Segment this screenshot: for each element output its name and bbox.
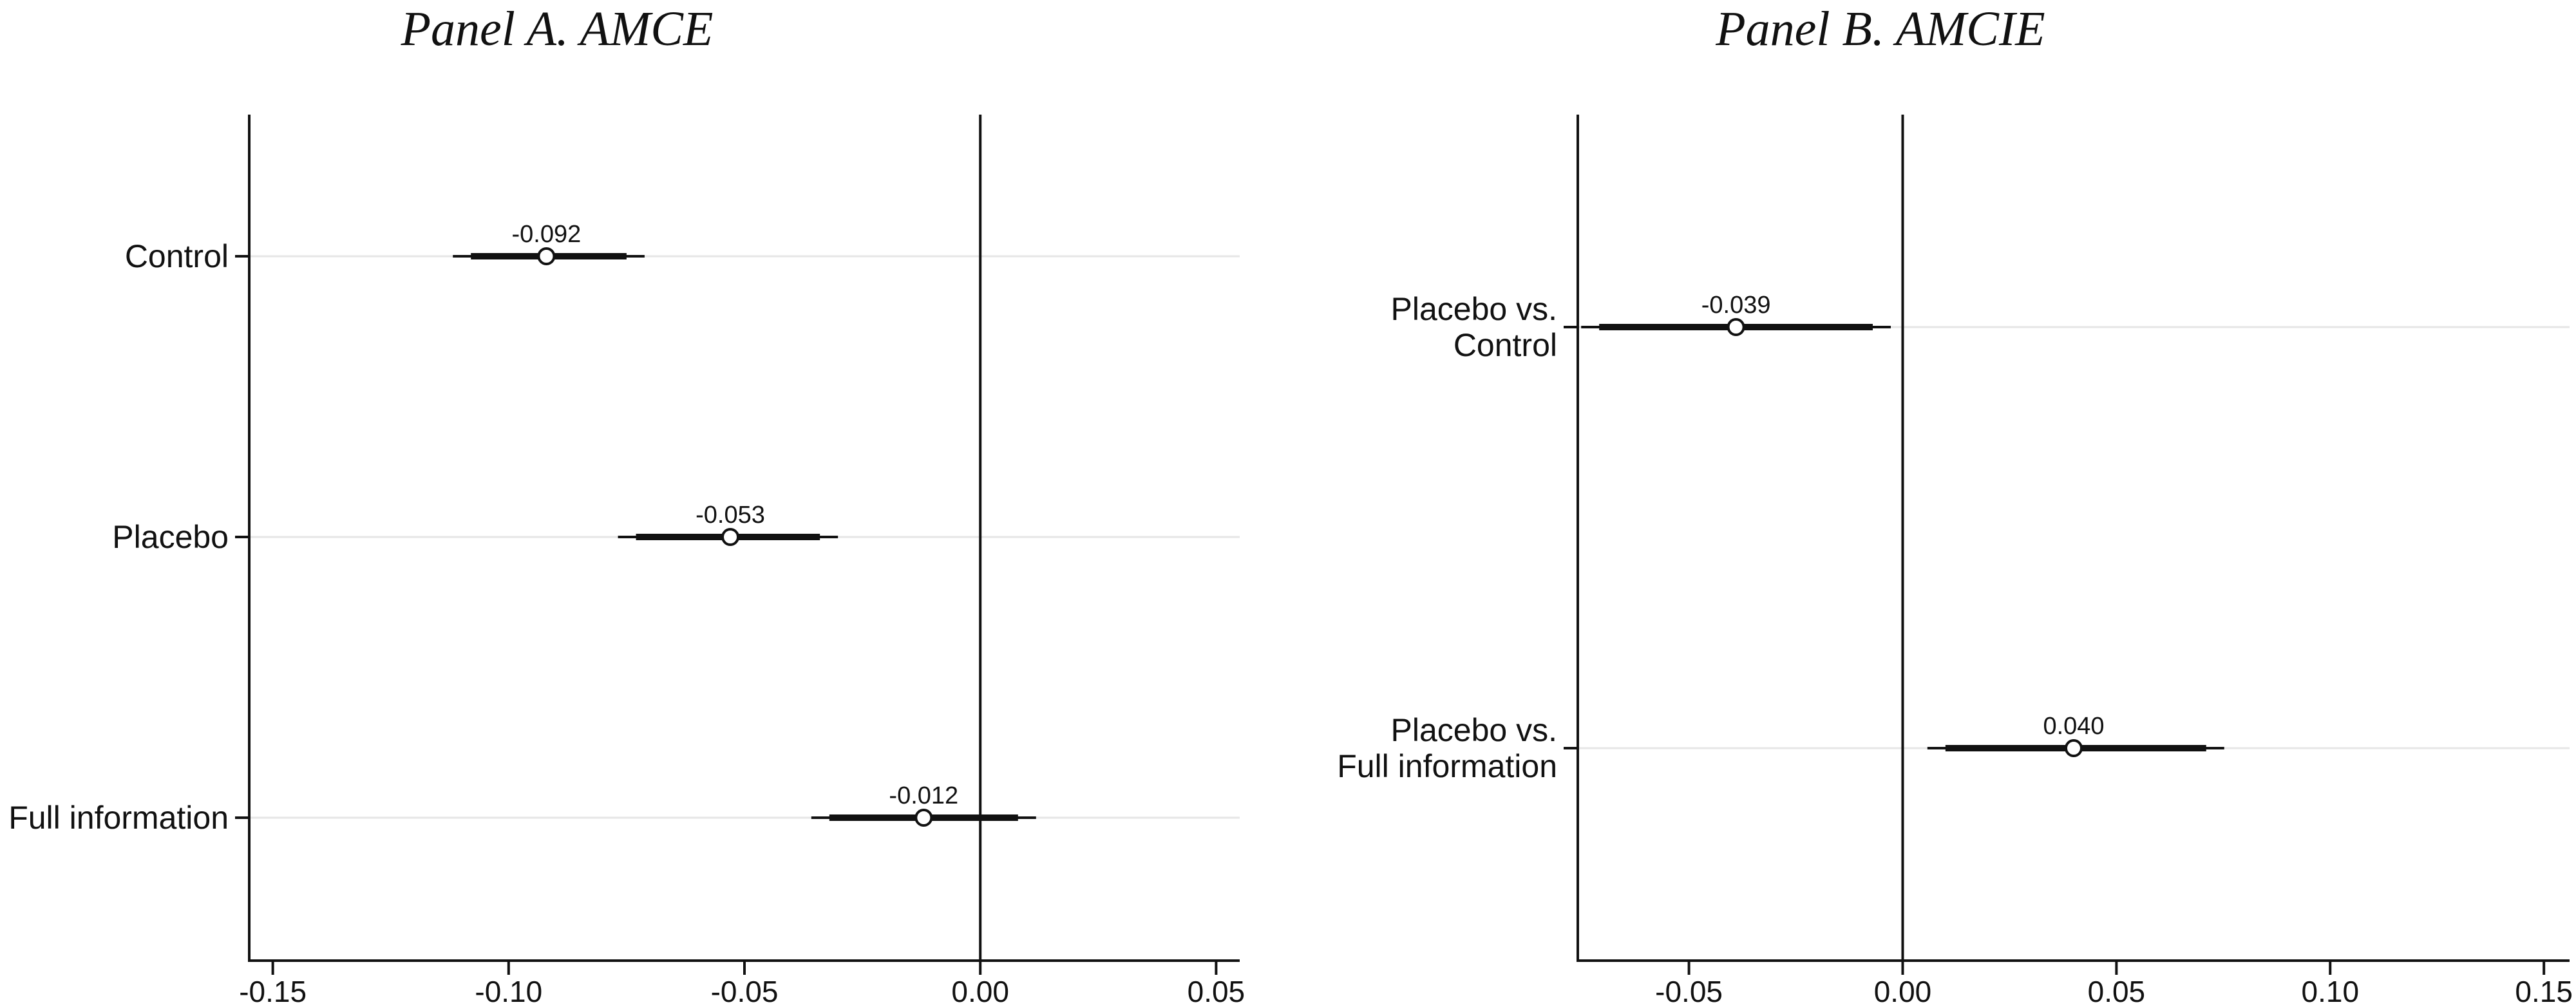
panel-a-amce: Panel A. AMCE -0.15 -0.10 -0.05 0.00 0.05 Cont… [8, 2, 1245, 1007]
x-tick-label: 0.05 [2088, 975, 2146, 1007]
panel-b-amcie: Panel B. AMCIE -0.05 0.00 0.05 0.10 0.15 Place… [1337, 2, 2573, 1007]
estimate-data-label: -0.092 [512, 221, 582, 248]
point-estimate [2065, 739, 2083, 757]
x-tick-label: 0.05 [1188, 975, 1245, 1007]
category-label: Placebo vs. [1391, 712, 1557, 748]
x-tick-label: -0.05 [1655, 975, 1723, 1007]
estimate-data-label: -0.039 [1701, 292, 1771, 319]
x-tick-label: 0.00 [1874, 975, 1932, 1007]
panel-title: Panel A. AMCE [401, 2, 714, 56]
estimate-data-label: -0.012 [889, 782, 958, 809]
category-label: Control [1454, 327, 1557, 363]
estimate-data-label: -0.053 [696, 502, 765, 529]
category-label: Control [125, 238, 229, 274]
category-label: Placebo [112, 519, 229, 555]
x-tick-label: 0.15 [2515, 975, 2573, 1007]
x-tick-label: 0.10 [2302, 975, 2360, 1007]
category-label: Full information [8, 800, 229, 836]
point-estimate [721, 528, 740, 546]
estimate-data-label: 0.040 [2043, 713, 2104, 740]
category-label: Full information [1337, 748, 1557, 784]
x-tick-label: -0.05 [711, 975, 779, 1007]
point-estimate [1727, 318, 1745, 336]
point-estimate [914, 809, 933, 827]
panel-title: Panel B. AMCIE [1715, 2, 2045, 56]
point-estimate [537, 247, 556, 265]
category-label: Placebo vs. [1391, 291, 1557, 327]
x-tick-label: -0.15 [239, 975, 307, 1007]
x-tick-label: 0.00 [951, 975, 1009, 1007]
x-tick-label: -0.10 [475, 975, 542, 1007]
